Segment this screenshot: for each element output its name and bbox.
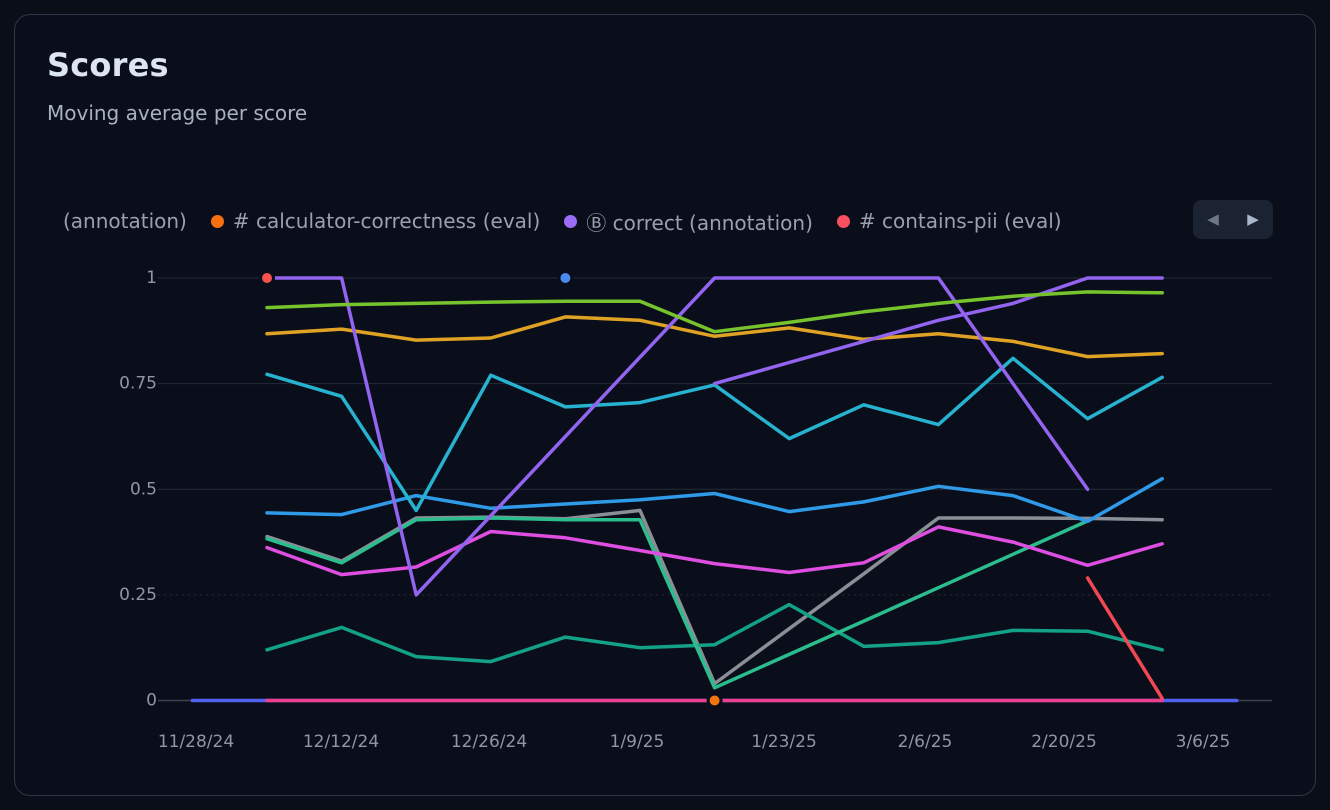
legend-dot-icon	[836, 214, 850, 228]
y-tick-label: 0.5	[130, 479, 157, 499]
series-line-violet-rising	[712, 276, 1164, 386]
x-tick-label: 1/9/25	[610, 732, 665, 752]
legend-next-button[interactable]: ▶	[1233, 200, 1273, 239]
legend-item-2[interactable]: Ⓑ correct (annotation)	[564, 207, 813, 236]
blue-marker	[557, 270, 574, 286]
y-tick-label: 0.25	[119, 585, 157, 605]
legend-dot-icon	[564, 214, 578, 228]
series-line-blue	[265, 476, 1164, 524]
series-line-magenta	[265, 525, 1164, 577]
page-subtitle: Moving average per score	[47, 101, 308, 125]
red-marker	[259, 270, 275, 286]
page-title: Scores	[47, 46, 169, 84]
orange-marker	[706, 692, 723, 709]
series-line-red	[1085, 576, 1164, 701]
series-line-gold	[265, 315, 1164, 359]
legend-item-label: (annotation)	[63, 209, 187, 233]
x-tick-label: 3/6/25	[1176, 732, 1231, 752]
legend-prev-button[interactable]: ◀	[1193, 200, 1233, 239]
series-line-emerald	[265, 516, 1090, 690]
next-arrow-icon: ▶	[1247, 211, 1259, 228]
series-line-lime	[265, 290, 1164, 334]
legend-item-3[interactable]: # contains-pii (eval)	[836, 209, 1062, 233]
legend-item-label: Ⓑ correct (annotation)	[586, 210, 813, 235]
legend-item-1[interactable]: # calculator-correctness (eval)	[210, 209, 541, 233]
prev-arrow-icon: ◀	[1207, 211, 1219, 228]
x-tick-label: 12/26/24	[451, 732, 527, 752]
legend-item-label: # calculator-correctness (eval)	[232, 209, 541, 233]
legend: (annotation) # calculator-correctness (ev…	[63, 202, 1062, 240]
y-tick-label: 1	[146, 268, 157, 288]
legend-item-0[interactable]: (annotation)	[63, 209, 187, 233]
x-tick-label: 2/20/25	[1031, 732, 1097, 752]
series-line-violet-main	[265, 276, 1090, 597]
legend-nav: ◀ ▶	[1193, 200, 1273, 239]
series-line-teal	[265, 602, 1164, 664]
x-tick-label: 2/6/25	[898, 732, 953, 752]
y-tick-label: 0	[146, 691, 157, 711]
x-tick-label: 12/12/24	[303, 732, 379, 752]
legend-item-label: # contains-pii (eval)	[858, 209, 1062, 233]
legend-dot-icon	[210, 214, 224, 228]
series-line-cyan	[265, 356, 1164, 513]
y-tick-label: 0.75	[119, 374, 157, 394]
x-tick-label: 11/28/24	[158, 732, 234, 752]
x-tick-label: 1/23/25	[751, 732, 817, 752]
scores-card	[14, 14, 1316, 796]
